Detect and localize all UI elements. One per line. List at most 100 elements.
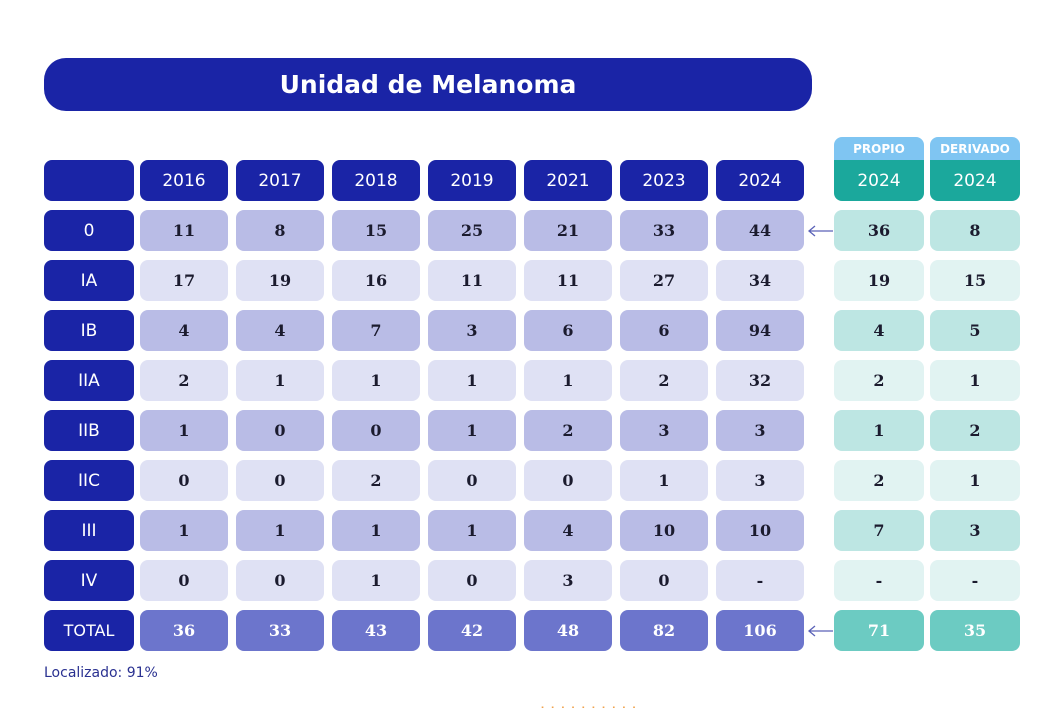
table-cell: 1	[332, 360, 420, 401]
table-cell: -	[716, 560, 804, 601]
arrow-left-icon	[807, 225, 833, 237]
table-cell: 1	[332, 510, 420, 551]
table-cell: 1	[524, 360, 612, 401]
table-cell: 0	[236, 560, 324, 601]
table-cell: 4	[524, 510, 612, 551]
propio-cell: 4	[834, 310, 924, 351]
table-cell: 11	[140, 210, 228, 251]
row-label-total: TOTAL	[44, 610, 134, 651]
table-cell: 10	[620, 510, 708, 551]
row-label-iii: III	[44, 510, 134, 551]
table-cell: 4	[236, 310, 324, 351]
header-derivado: DERIVADO 2024	[930, 137, 1020, 201]
table-cell: 8	[236, 210, 324, 251]
table-cell: 34	[716, 260, 804, 301]
header-propio: PROPIO 2024	[834, 137, 924, 201]
row-label-ia: IA	[44, 260, 134, 301]
propio-cell: 1	[834, 410, 924, 451]
page-title: Unidad de Melanoma	[44, 58, 812, 111]
table-cell: 0	[428, 460, 516, 501]
table-cell: 36	[140, 610, 228, 651]
table-cell: 0	[428, 560, 516, 601]
table-cell: 0	[332, 410, 420, 451]
table-cell: 11	[428, 260, 516, 301]
header-year-2024: 2024	[716, 160, 804, 201]
derivado-cell: 8	[930, 210, 1020, 251]
header-year-2018: 2018	[332, 160, 420, 201]
footnote: Localizado: 91%	[44, 665, 158, 681]
table-cell: 33	[620, 210, 708, 251]
table-cell: 11	[524, 260, 612, 301]
row-label-iib: IIB	[44, 410, 134, 451]
table-cell: 106	[716, 610, 804, 651]
header-year-2023: 2023	[620, 160, 708, 201]
table-cell: 15	[332, 210, 420, 251]
row-label-iic: IIC	[44, 460, 134, 501]
table-cell: 42	[428, 610, 516, 651]
table-cell: 1	[428, 510, 516, 551]
row-label-0: 0	[44, 210, 134, 251]
header-year-2016: 2016	[140, 160, 228, 201]
table-cell: 2	[140, 360, 228, 401]
table-cell: 3	[620, 410, 708, 451]
header-derivado-label: DERIVADO	[930, 137, 1020, 160]
table-cell: 82	[620, 610, 708, 651]
derivado-cell: 2	[930, 410, 1020, 451]
table-cell: 2	[620, 360, 708, 401]
table-cell: 1	[236, 360, 324, 401]
header-year-2017: 2017	[236, 160, 324, 201]
header-year-2021: 2021	[524, 160, 612, 201]
table-cell: 1	[620, 460, 708, 501]
table-cell: 6	[524, 310, 612, 351]
propio-cell: 2	[834, 460, 924, 501]
table-cell: 0	[620, 560, 708, 601]
table-cell: 33	[236, 610, 324, 651]
row-label-iv: IV	[44, 560, 134, 601]
derivado-cell: 1	[930, 460, 1020, 501]
table-cell: 1	[428, 360, 516, 401]
table-cell: 0	[236, 410, 324, 451]
table-cell: 25	[428, 210, 516, 251]
header-propio-label: PROPIO	[834, 137, 924, 160]
table-cell: 1	[332, 560, 420, 601]
derivado-cell: 1	[930, 360, 1020, 401]
arrow-left-icon	[807, 625, 833, 637]
table-cell: 2	[332, 460, 420, 501]
table-cell: 48	[524, 610, 612, 651]
propio-cell: 19	[834, 260, 924, 301]
propio-cell: 71	[834, 610, 924, 651]
table-cell: 1	[140, 410, 228, 451]
table-cell: 2	[524, 410, 612, 451]
derivado-cell: 35	[930, 610, 1020, 651]
table-cell: 3	[716, 460, 804, 501]
propio-cell: 7	[834, 510, 924, 551]
table-cell: 0	[524, 460, 612, 501]
propio-cell: 2	[834, 360, 924, 401]
table-cell: 27	[620, 260, 708, 301]
row-label-ib: IB	[44, 310, 134, 351]
table-cell: 16	[332, 260, 420, 301]
table-cell: 7	[332, 310, 420, 351]
table-cell: 94	[716, 310, 804, 351]
table-cell: 3	[524, 560, 612, 601]
table-cell: 4	[140, 310, 228, 351]
table-cell: 1	[428, 410, 516, 451]
table-cell: 1	[236, 510, 324, 551]
derivado-cell: 15	[930, 260, 1020, 301]
table-cell: 1	[140, 510, 228, 551]
table-cell: 3	[428, 310, 516, 351]
propio-cell: -	[834, 560, 924, 601]
table-cell: 43	[332, 610, 420, 651]
header-propio-year: 2024	[834, 160, 924, 201]
header-derivado-year: 2024	[930, 160, 1020, 201]
table-cell: 0	[236, 460, 324, 501]
table-cell: 6	[620, 310, 708, 351]
table-cell: 17	[140, 260, 228, 301]
table-cell: 32	[716, 360, 804, 401]
table-cell: 0	[140, 460, 228, 501]
table-cell: 44	[716, 210, 804, 251]
table-cell: 3	[716, 410, 804, 451]
derivado-cell: -	[930, 560, 1020, 601]
table-cell: 0	[140, 560, 228, 601]
derivado-cell: 3	[930, 510, 1020, 551]
